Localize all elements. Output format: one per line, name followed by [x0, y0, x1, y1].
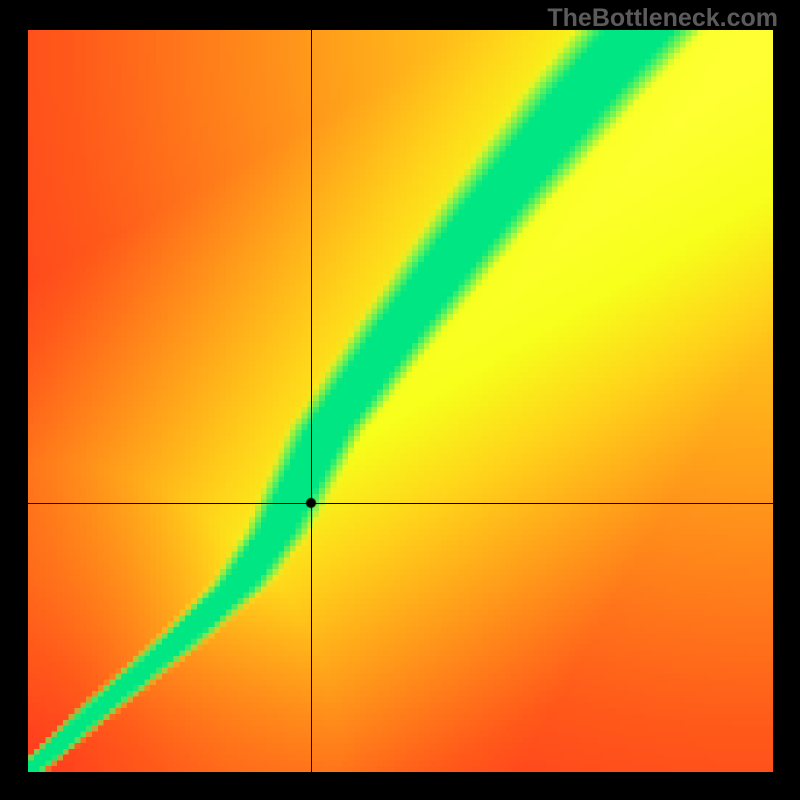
crosshair-horizontal	[28, 503, 773, 504]
watermark-text: TheBottleneck.com	[547, 4, 778, 33]
outer-frame: TheBottleneck.com	[0, 0, 800, 800]
crosshair-vertical	[311, 30, 312, 772]
plot-area	[28, 30, 773, 772]
heatmap-canvas	[28, 30, 773, 772]
crosshair-marker	[305, 497, 317, 509]
